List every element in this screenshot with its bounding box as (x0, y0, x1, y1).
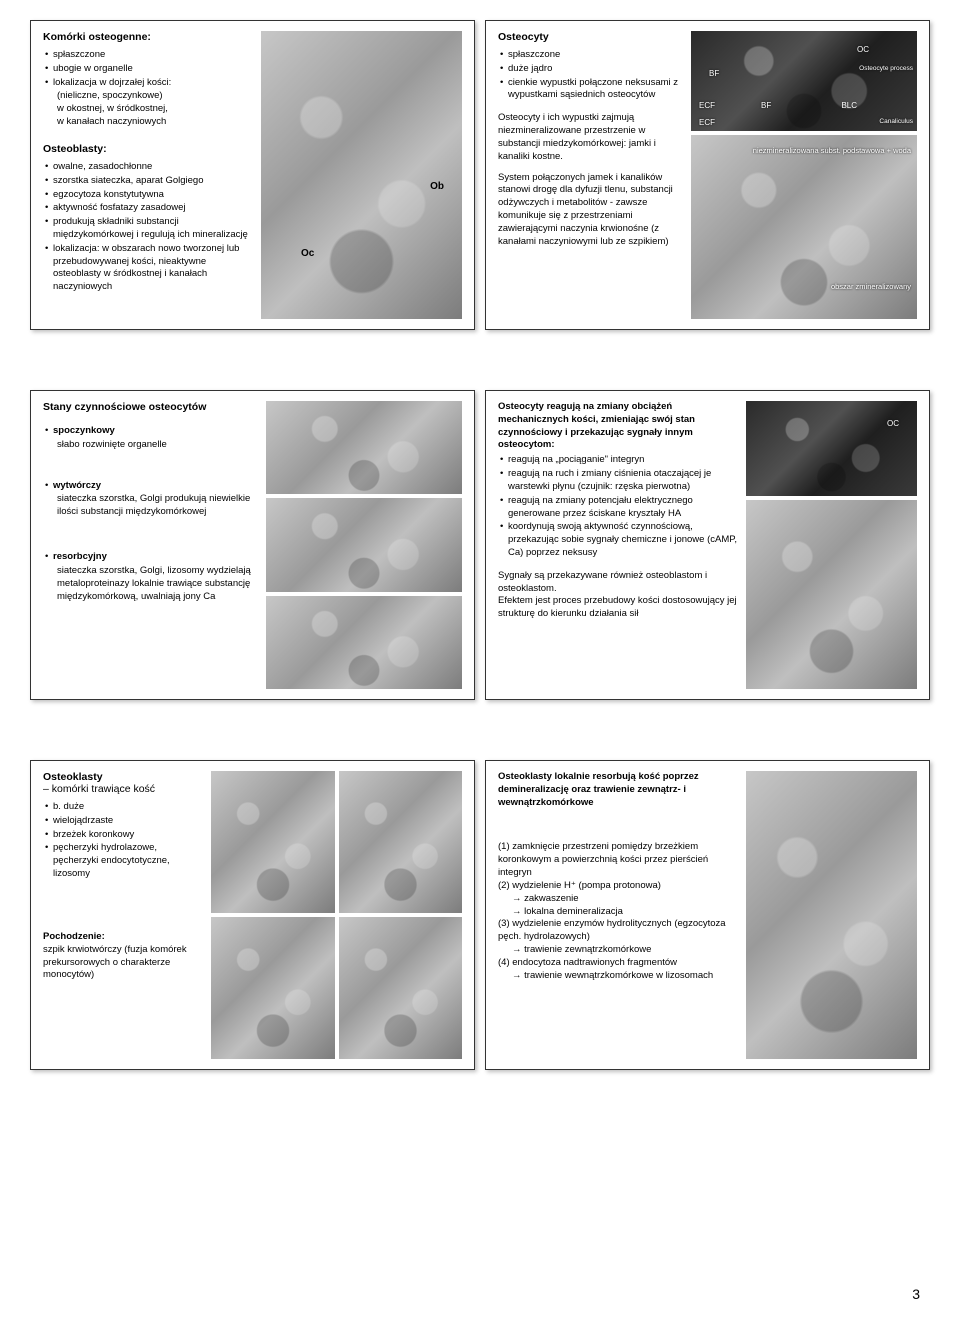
row-3: Osteoklasty – komórki trawiące kość b. d… (30, 760, 930, 1070)
list-item: spłaszczone (45, 49, 253, 62)
diagram-label: OC (887, 419, 899, 428)
heading-origin: Pochodzenie: (43, 931, 203, 944)
para-resorption-intro: Osteoklasty lokalnie resorbują kość popr… (498, 771, 738, 809)
diagram-label: ECF (699, 118, 715, 127)
diagram-label: Canaliculus (879, 118, 913, 125)
img-label-ob: Ob (430, 181, 444, 192)
list-osteoblasts: owalne, zasadochłonne szorstka siateczka… (43, 161, 253, 294)
micrograph-osteoclast-2 (339, 771, 463, 913)
list-item: egzocytoza konstytutywna (45, 189, 253, 202)
img-label-oc: Oc (301, 248, 314, 259)
list-item: pęcherzyki hydrolazowe, pęcherzyki endoc… (45, 842, 203, 880)
step-3: (3) wydzielenie enzymów hydrolitycznych … (498, 918, 738, 944)
diagram-label: BF (761, 101, 771, 110)
state-text: siateczka szorstka, Golgi produkują niew… (43, 493, 258, 519)
heading-osteogenic: Komórki osteogenne: (43, 31, 253, 43)
step-sub: trawienie zewnątrzkomórkowe (498, 944, 738, 957)
diagram-label: ECF (699, 101, 715, 110)
sub-text: w kanałach naczyniowych (43, 116, 253, 129)
panel-osteoclasts: Osteoklasty – komórki trawiące kość b. d… (30, 760, 475, 1070)
sub-text: w okostnej, w śródkostnej, (43, 103, 253, 116)
diagram-label: Osteocyte process (859, 65, 913, 72)
heading-osteocytes: Osteocyty (498, 31, 683, 43)
steps-list: (1) zamknięcie przestrzeni pomiędzy brze… (498, 841, 738, 982)
list-osteocytes: spłaszczone duże jądro cienkie wypustki … (498, 49, 683, 102)
micrograph-state-resting (266, 401, 462, 494)
panel-osteocyte-signaling: Osteocyty reagują na zmiany obciążeń mec… (485, 390, 930, 700)
list-item: duże jądro (500, 63, 683, 76)
list-item: wielojądrzaste (45, 815, 203, 828)
list-item: reagują na zmiany potencjału elektryczne… (500, 495, 738, 521)
page-number: 3 (912, 1286, 920, 1302)
micrograph-label: obszar zmineralizowany (831, 283, 911, 291)
micrograph-osteoclast-1 (211, 771, 335, 913)
micrograph-osteocyte-tem (746, 500, 917, 689)
heading-states: Stany czynnościowe osteocytów (43, 401, 258, 413)
state-resorptive: resorbcyjny (45, 551, 258, 564)
list-item: koordynują swoją aktywność czynnościową,… (500, 521, 738, 559)
state-text: słabo rozwinięte organelle (43, 439, 258, 452)
state-text: siateczka szorstka, Golgi, lizosomy wydz… (43, 565, 258, 603)
row-1: Komórki osteogenne: spłaszczone ubogie w… (30, 20, 930, 330)
heading-osteoblasts: Osteoblasty: (43, 143, 253, 155)
list-osteogenic: spłaszczone ubogie w organelle lokalizac… (43, 49, 253, 89)
list-osteoclast-features: b. duże wielojądrzaste brzeżek koronkowy… (43, 801, 203, 881)
step-sub: zakwaszenie (498, 893, 738, 906)
micrograph-label: niezmineralizowana subst. podstawowa + w… (753, 147, 911, 155)
list-item: lokalizacja: w obszarach nowo tworzonej … (45, 243, 253, 294)
panel-osteoclast-resorption: Osteoklasty lokalnie resorbują kość popr… (485, 760, 930, 1070)
list-item: reagują na ruch i zmiany ciśnienia otacz… (500, 468, 738, 494)
micrograph-osteocyte-bottom: niezmineralizowana subst. podstawowa + w… (691, 135, 917, 319)
step-sub: trawienie wewnątrzkomórkowe w lizosomach (498, 970, 738, 983)
step-sub: lokalna demineralizacja (498, 906, 738, 919)
state-resting: spoczynkowy (45, 425, 258, 438)
panel-osteocytes: Osteocyty spłaszczone duże jądro cienkie… (485, 20, 930, 330)
diagram-label: BLC (841, 101, 857, 110)
sub-text: (nieliczne, spoczynkowe) (43, 90, 253, 103)
list-item: cienkie wypustki połączone neksusami z w… (500, 77, 683, 103)
panel-osteogenic-osteoblasts: Komórki osteogenne: spłaszczone ubogie w… (30, 20, 475, 330)
list-reactions: reagują na „pociąganie" integryn reagują… (498, 454, 738, 560)
step-2: (2) wydzielenie H⁺ (pompa protonowa) (498, 880, 738, 893)
list-item: aktywność fosfatazy zasadowej (45, 202, 253, 215)
para-react-heading: Osteocyty reagują na zmiany obciążeń mec… (498, 401, 738, 452)
list-item: lokalizacja w dojrzałej kości: (45, 77, 253, 90)
list-item: owalne, zasadochłonne (45, 161, 253, 174)
micrograph-osteoclast-4 (339, 917, 463, 1059)
heading-osteoclasts: Osteoklasty – komórki trawiące kość (43, 771, 203, 795)
micrograph-network: OC (746, 401, 917, 496)
para-osteocyte-spaces: Osteocyty i ich wypustki zajmują niezmin… (498, 112, 683, 163)
micrograph-state-formative (266, 498, 462, 591)
list-item: produkują składniki substancji międzykom… (45, 216, 253, 242)
para-origin: szpik krwiotwórczy (fuzja komórek prekur… (43, 944, 203, 982)
para-signals: Sygnały są przekazywane również osteobla… (498, 570, 738, 596)
list-item: spłaszczone (500, 49, 683, 62)
para-canaliculi-system: System połączonych jamek i kanalików sta… (498, 172, 683, 249)
row-2: Stany czynnościowe osteocytów spoczynkow… (30, 390, 930, 700)
step-4: (4) endocytoza nadtrawionych fragmentów (498, 957, 738, 970)
para-effect: Efektem jest proces przebudowy kości dos… (498, 595, 738, 621)
micrograph-state-resorptive (266, 596, 462, 689)
micrograph-osteoclast-3 (211, 917, 335, 1059)
diagram-osteocyte-top: BF OC ECF BF BLC Osteocyte process Canal… (691, 31, 917, 131)
list-item: reagują na „pociąganie" integryn (500, 454, 738, 467)
diagram-label: BF (709, 69, 719, 78)
diagram-osteoclast-resorption (746, 771, 917, 1059)
list-item: brzeżek koronkowy (45, 829, 203, 842)
panel-osteocyte-states: Stany czynnościowe osteocytów spoczynkow… (30, 390, 475, 700)
micrograph-osteoblast: Ob Oc (261, 31, 462, 319)
diagram-label: OC (857, 45, 869, 54)
list-item: szorstka siateczka, aparat Golgiego (45, 175, 253, 188)
state-formative: wytwórczy (45, 480, 258, 493)
step-1: (1) zamknięcie przestrzeni pomiędzy brze… (498, 841, 738, 879)
list-item: b. duże (45, 801, 203, 814)
list-item: ubogie w organelle (45, 63, 253, 76)
